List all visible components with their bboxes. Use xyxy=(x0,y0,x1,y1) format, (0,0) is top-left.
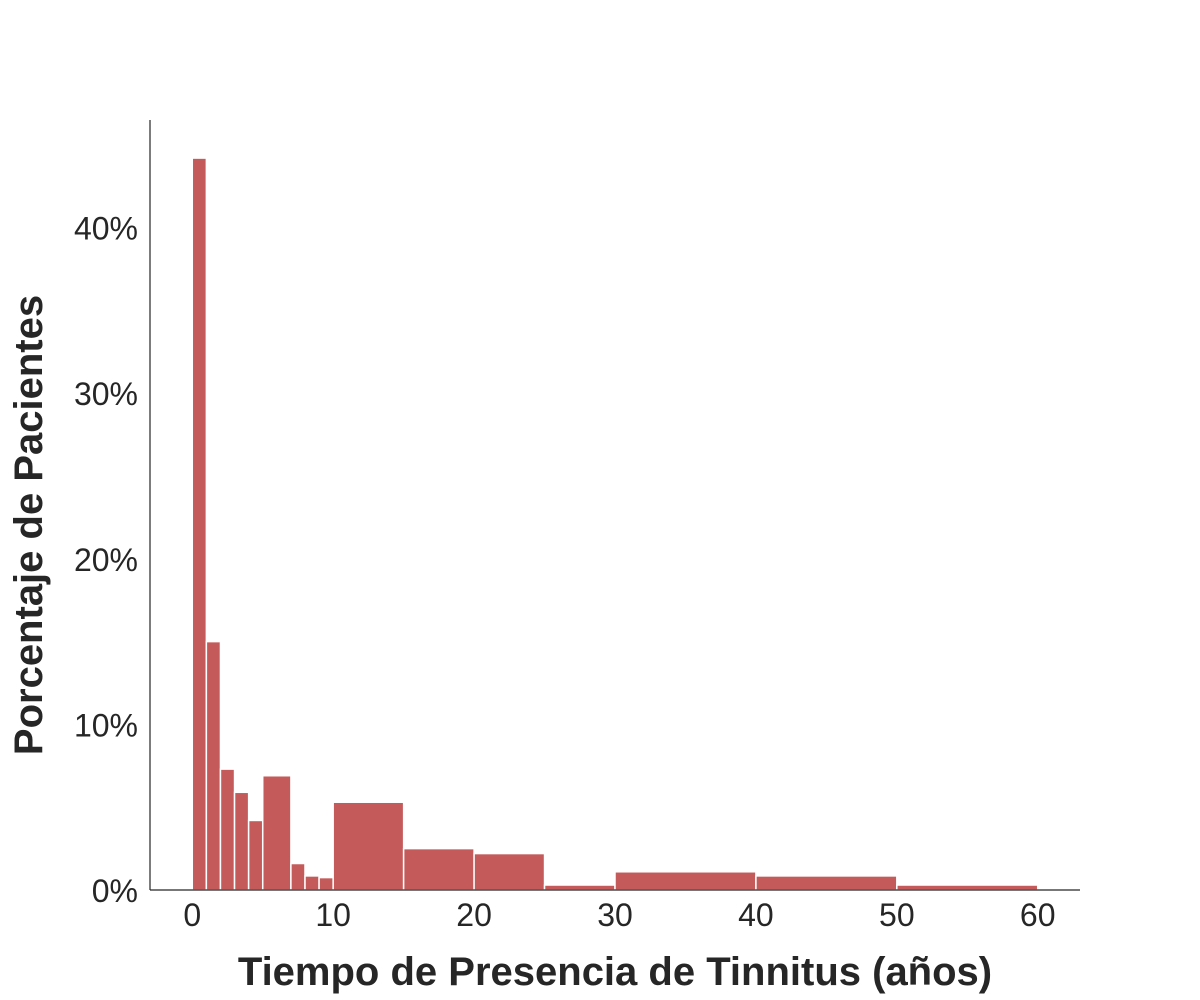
histogram-bar-6 xyxy=(290,862,306,891)
x-tick-label: 20 xyxy=(456,897,492,933)
histogram-bar-2 xyxy=(219,768,236,891)
histogram-bar-8 xyxy=(318,876,334,891)
histogram-bar-12 xyxy=(543,884,616,891)
y-tick-label: 20% xyxy=(74,542,138,578)
x-tick-label: 0 xyxy=(183,897,201,933)
y-tick-label: 30% xyxy=(74,376,138,412)
histogram-bar-3 xyxy=(233,791,250,891)
y-tick-label: 40% xyxy=(74,211,138,247)
x-tick-label: 40 xyxy=(738,897,774,933)
y-tick-label: 0% xyxy=(92,873,138,909)
histogram-bar-0 xyxy=(191,157,208,891)
x-axis-title: Tiempo de Presencia de Tinnitus (años) xyxy=(238,950,992,994)
histogram-bar-9 xyxy=(332,801,405,891)
histogram-bar-7 xyxy=(304,875,320,891)
histogram-bar-4 xyxy=(247,819,264,891)
x-tick-label: 50 xyxy=(879,897,915,933)
histogram-bar-14 xyxy=(755,875,898,891)
x-tick-label: 10 xyxy=(315,897,351,933)
x-tick-label: 30 xyxy=(597,897,633,933)
histogram-bar-10 xyxy=(402,847,475,891)
y-tick-label: 10% xyxy=(74,707,138,743)
histogram-bar-11 xyxy=(473,852,546,891)
x-tick-label: 60 xyxy=(1020,897,1056,933)
histogram-bar-15 xyxy=(896,884,1039,891)
y-tick-labels: 0% 10% 20% 30% 40% xyxy=(74,211,138,909)
histogram-bar-5 xyxy=(261,774,292,891)
x-tick-labels: 0 10 20 30 40 50 60 xyxy=(183,897,1055,933)
bars-group xyxy=(191,157,1039,891)
histogram-bar-1 xyxy=(205,640,222,891)
histogram-bar-13 xyxy=(614,871,757,891)
y-axis-title: Porcentaje de Pacientes xyxy=(7,295,51,755)
